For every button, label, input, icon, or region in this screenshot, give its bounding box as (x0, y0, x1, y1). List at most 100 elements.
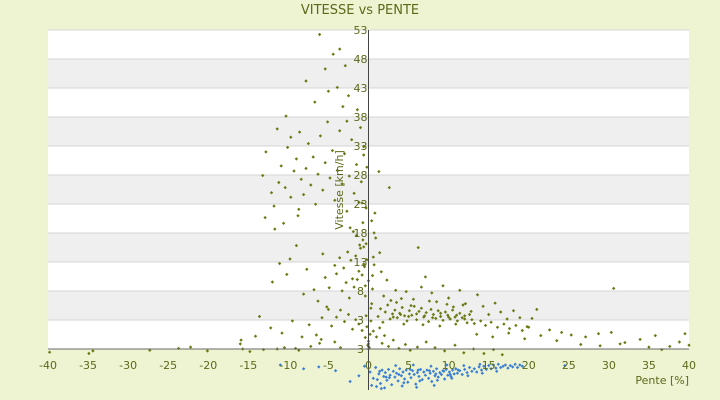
point-series-2 (445, 363, 449, 367)
y-tick-label: 3 (357, 343, 364, 356)
point-series-1 (294, 243, 299, 248)
point-series-1 (354, 254, 358, 258)
point-series-2 (452, 372, 456, 376)
point-series-2 (400, 384, 404, 388)
point-series-2 (371, 376, 375, 380)
point-series-1 (355, 108, 360, 112)
point-series-2 (406, 380, 410, 384)
point-series-2 (426, 376, 431, 380)
y-tick-label: 23 (354, 198, 368, 211)
point-series-1 (334, 315, 339, 319)
y-tick-label: 33 (354, 140, 368, 153)
point-series-1 (91, 349, 95, 353)
point-series-1 (357, 200, 361, 204)
point-series-1 (338, 47, 342, 51)
point-series-2 (436, 375, 440, 379)
point-series-2 (409, 376, 413, 380)
point-series-2 (491, 363, 496, 367)
point-series-1 (387, 185, 391, 190)
point-series-2 (423, 373, 428, 377)
point-series-2 (386, 367, 391, 372)
point-series-1 (351, 229, 355, 234)
point-series-2 (422, 370, 426, 374)
y-tick-label: 43 (354, 82, 368, 95)
x-tick-label: 30 (602, 359, 616, 372)
point-series-1 (346, 94, 351, 98)
point-series-2 (470, 369, 474, 373)
point-series-1 (306, 141, 311, 146)
point-series-2 (407, 372, 412, 376)
point-series-2 (467, 365, 472, 370)
x-tick-label: 5 (405, 359, 412, 372)
x-tick-label: -35 (79, 359, 97, 372)
point-series-1 (309, 183, 313, 187)
point-series-2 (432, 383, 436, 388)
point-series-1 (623, 340, 627, 345)
point-series-2 (382, 374, 386, 379)
point-series-1 (462, 351, 466, 355)
x-tick-label: 0 (365, 359, 372, 372)
chart-title: VITESSE vs PENTE (301, 3, 419, 18)
point-series-1 (205, 349, 210, 353)
point-series-2 (511, 365, 515, 369)
point-series-1 (555, 339, 559, 343)
point-series-2 (402, 377, 407, 381)
point-series-2 (475, 370, 479, 374)
point-series-2 (513, 362, 517, 366)
point-series-1 (326, 89, 331, 93)
point-series-1 (683, 332, 687, 336)
point-series-2 (391, 369, 395, 373)
point-series-2 (465, 370, 469, 375)
point-series-2 (375, 377, 379, 382)
point-series-1 (294, 157, 299, 161)
point-series-2 (460, 372, 464, 377)
x-tick-label: -20 (199, 359, 217, 372)
x-tick-label: -30 (119, 359, 137, 372)
x-tick-label: 20 (522, 359, 536, 372)
point-series-2 (416, 368, 420, 372)
point-series-1 (333, 198, 337, 202)
point-series-1 (317, 32, 322, 37)
point-series-1 (284, 114, 288, 118)
point-series-1 (331, 52, 335, 56)
point-series-2 (431, 369, 436, 373)
point-series-2 (414, 382, 418, 386)
point-series-1 (264, 150, 268, 154)
point-series-1 (313, 100, 317, 104)
point-series-1 (277, 180, 281, 185)
point-series-1 (188, 345, 193, 349)
point-series-2 (396, 379, 400, 383)
point-series-1 (47, 350, 52, 354)
point-series-1 (341, 104, 345, 109)
x-tick-label: 10 (442, 359, 456, 372)
point-series-1 (273, 227, 277, 231)
point-series-2 (442, 377, 447, 381)
y-tick-label: 13 (354, 256, 368, 269)
point-series-2 (434, 367, 439, 371)
point-series-2 (480, 371, 484, 375)
point-series-2 (377, 372, 381, 376)
point-series-1 (361, 221, 365, 225)
point-series-2 (390, 383, 394, 387)
point-series-1 (347, 174, 351, 178)
point-series-1 (289, 135, 293, 139)
y-tick-label: 18 (354, 227, 368, 240)
point-series-2 (425, 368, 429, 372)
point-series-1 (520, 328, 524, 333)
point-series-1 (318, 134, 323, 138)
point-series-2 (506, 366, 510, 370)
point-series-1 (511, 309, 516, 313)
point-series-2 (393, 375, 397, 379)
point-series-1 (321, 252, 325, 256)
point-series-1 (539, 333, 543, 338)
y-tick-label: 38 (354, 111, 368, 124)
point-series-1 (518, 316, 522, 320)
point-series-2 (417, 374, 421, 379)
point-series-2 (446, 373, 450, 377)
point-series-1 (358, 125, 363, 130)
x-tick-label: -5 (323, 359, 334, 372)
point-series-1 (377, 169, 381, 174)
point-series-2 (384, 375, 388, 379)
point-series-1 (321, 188, 325, 192)
x-axis-label: Pente [%] (635, 374, 689, 387)
